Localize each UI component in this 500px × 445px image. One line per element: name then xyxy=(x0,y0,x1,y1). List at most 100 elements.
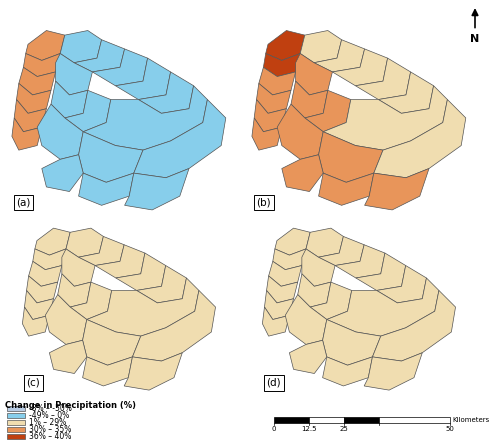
Polygon shape xyxy=(332,49,388,86)
Polygon shape xyxy=(378,72,434,113)
Polygon shape xyxy=(16,83,51,113)
Polygon shape xyxy=(310,282,352,320)
Polygon shape xyxy=(74,40,124,72)
Polygon shape xyxy=(66,228,104,257)
Bar xyxy=(7,434,25,439)
Bar xyxy=(309,417,344,423)
Polygon shape xyxy=(116,58,170,100)
Polygon shape xyxy=(65,90,111,132)
Text: 50: 50 xyxy=(446,426,454,432)
Polygon shape xyxy=(24,53,60,77)
Polygon shape xyxy=(264,53,300,77)
Polygon shape xyxy=(374,100,466,178)
Polygon shape xyxy=(376,266,426,303)
Bar xyxy=(380,417,450,423)
Bar xyxy=(7,420,25,425)
Polygon shape xyxy=(87,278,199,336)
Polygon shape xyxy=(78,173,134,205)
Polygon shape xyxy=(291,81,328,118)
Bar xyxy=(7,406,25,411)
Polygon shape xyxy=(58,274,91,307)
Bar xyxy=(7,413,25,418)
Polygon shape xyxy=(70,282,112,320)
Text: 30% – 35%: 30% – 35% xyxy=(29,425,72,434)
Bar xyxy=(274,417,309,423)
Polygon shape xyxy=(14,100,46,132)
Polygon shape xyxy=(318,236,364,266)
Polygon shape xyxy=(136,266,186,303)
Text: 12.5: 12.5 xyxy=(301,426,316,432)
Polygon shape xyxy=(51,81,88,118)
Polygon shape xyxy=(62,249,95,286)
Polygon shape xyxy=(285,295,327,344)
Polygon shape xyxy=(266,31,305,61)
Polygon shape xyxy=(26,31,65,61)
Polygon shape xyxy=(262,307,289,336)
Bar xyxy=(7,427,25,432)
Polygon shape xyxy=(60,31,102,63)
Polygon shape xyxy=(322,320,381,365)
Polygon shape xyxy=(306,228,344,257)
Polygon shape xyxy=(256,83,291,113)
Polygon shape xyxy=(92,49,148,86)
Polygon shape xyxy=(45,295,87,344)
Polygon shape xyxy=(254,100,286,132)
Polygon shape xyxy=(277,104,323,159)
Polygon shape xyxy=(134,100,226,178)
Polygon shape xyxy=(78,132,143,182)
Text: 25: 25 xyxy=(340,426,348,432)
Polygon shape xyxy=(318,132,383,182)
Polygon shape xyxy=(35,228,70,255)
Polygon shape xyxy=(28,261,62,286)
Polygon shape xyxy=(124,353,182,390)
Polygon shape xyxy=(83,86,208,150)
Polygon shape xyxy=(335,245,385,278)
Polygon shape xyxy=(22,307,50,336)
Text: 1% – 29%: 1% – 29% xyxy=(29,418,66,427)
Polygon shape xyxy=(302,249,335,286)
Polygon shape xyxy=(305,90,351,132)
Text: (b): (b) xyxy=(256,197,271,207)
Polygon shape xyxy=(124,169,189,210)
Polygon shape xyxy=(298,274,331,307)
Polygon shape xyxy=(322,357,372,386)
Text: -49% – 0%: -49% – 0% xyxy=(29,411,70,420)
Polygon shape xyxy=(314,40,364,72)
Polygon shape xyxy=(356,253,406,291)
Polygon shape xyxy=(273,249,306,270)
Polygon shape xyxy=(33,249,66,270)
Polygon shape xyxy=(12,118,42,150)
Polygon shape xyxy=(82,357,132,386)
Polygon shape xyxy=(78,236,124,266)
Polygon shape xyxy=(266,276,298,303)
Polygon shape xyxy=(95,245,145,278)
Polygon shape xyxy=(24,291,54,320)
Polygon shape xyxy=(259,67,296,95)
Text: N: N xyxy=(470,34,480,44)
Polygon shape xyxy=(252,118,282,150)
Polygon shape xyxy=(318,173,374,205)
Polygon shape xyxy=(323,86,448,150)
Text: Kilometers: Kilometers xyxy=(452,417,490,423)
Polygon shape xyxy=(50,340,87,373)
Polygon shape xyxy=(364,353,422,390)
Polygon shape xyxy=(372,291,456,361)
Text: 0: 0 xyxy=(271,426,276,432)
Polygon shape xyxy=(116,253,166,291)
Polygon shape xyxy=(290,340,327,373)
Text: (c): (c) xyxy=(26,378,40,388)
Polygon shape xyxy=(300,31,342,63)
Polygon shape xyxy=(42,155,83,191)
Text: Change in Precipitation (%): Change in Precipitation (%) xyxy=(5,401,136,410)
Polygon shape xyxy=(268,261,302,286)
Text: -8% – -50%: -8% – -50% xyxy=(29,404,72,413)
Polygon shape xyxy=(138,72,194,113)
Polygon shape xyxy=(282,155,323,191)
Text: (d): (d) xyxy=(266,378,281,388)
Polygon shape xyxy=(37,104,83,159)
Polygon shape xyxy=(19,67,56,95)
Text: (a): (a) xyxy=(16,197,31,207)
Polygon shape xyxy=(264,291,294,320)
Polygon shape xyxy=(364,169,429,210)
Polygon shape xyxy=(56,53,92,95)
